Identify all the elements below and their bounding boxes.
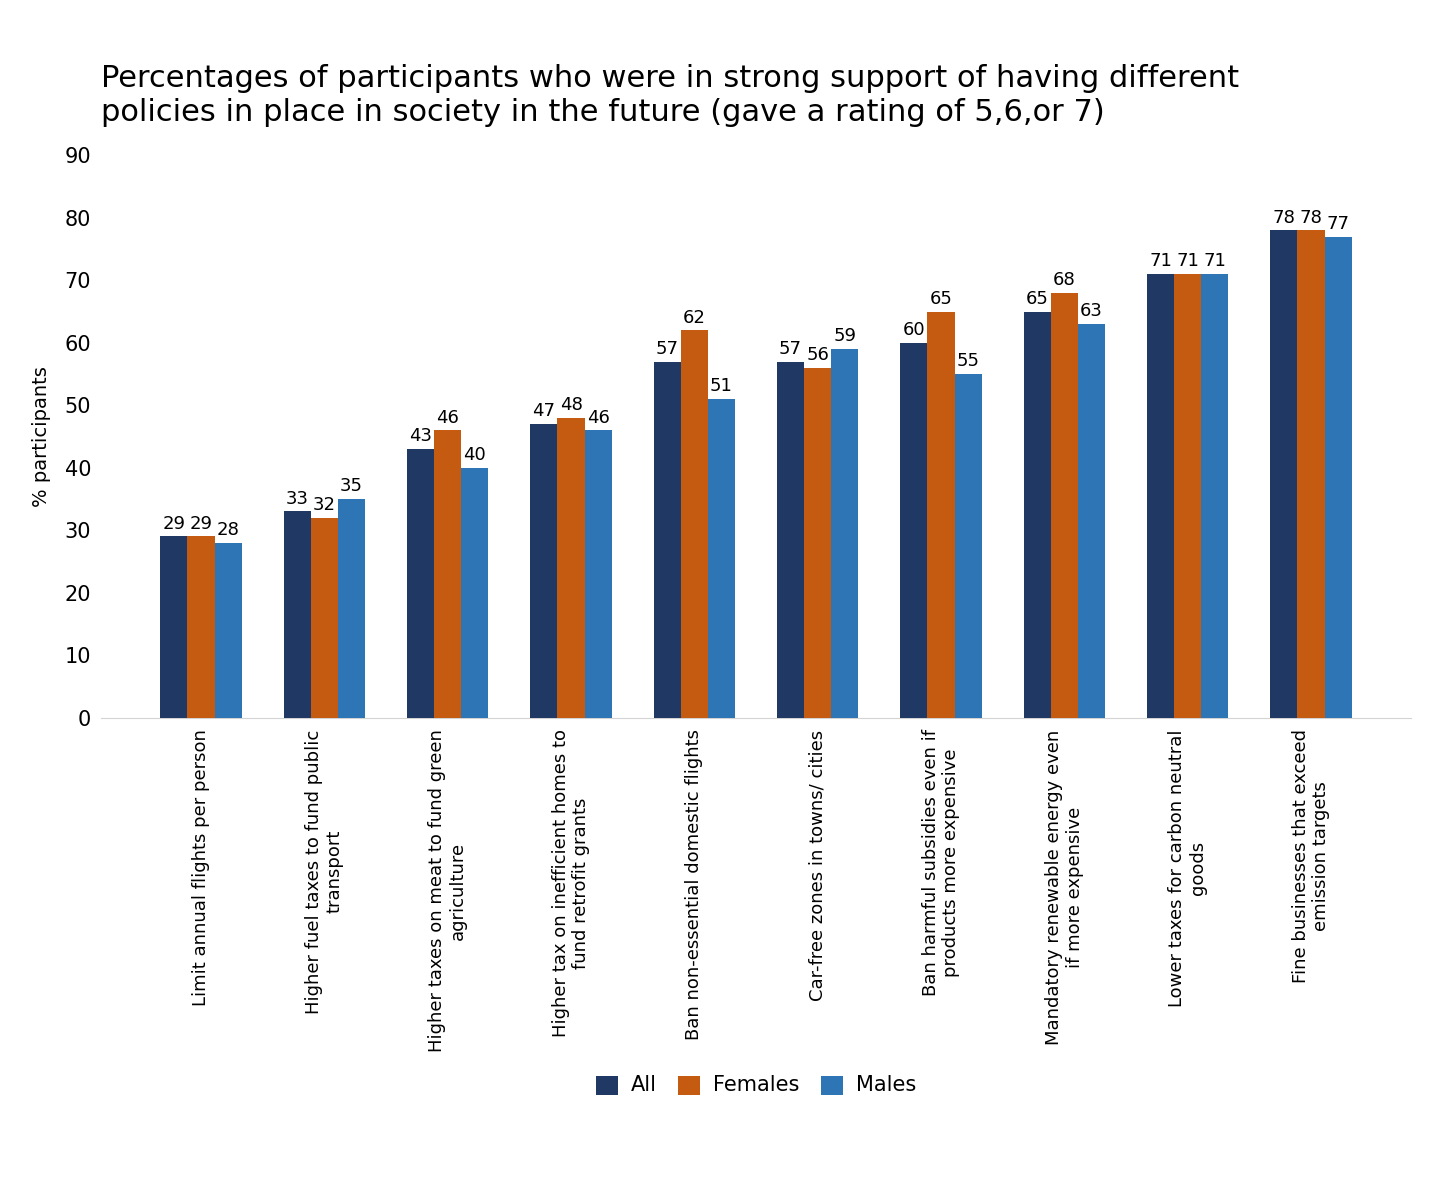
Bar — [557, 417, 585, 718]
Text: 71: 71 — [1149, 252, 1172, 270]
Legend: All, Females, Males: All, Females, Males — [588, 1066, 924, 1104]
Text: 35: 35 — [340, 477, 363, 495]
Text: 68: 68 — [1053, 271, 1076, 289]
Text: 78: 78 — [1299, 208, 1322, 227]
Bar — [778, 361, 804, 718]
Bar — [1051, 293, 1079, 718]
Text: 51: 51 — [710, 377, 733, 396]
Text: 47: 47 — [533, 402, 556, 420]
Bar — [1146, 274, 1174, 718]
Text: Percentages of participants who were in strong support of having different
polic: Percentages of participants who were in … — [101, 65, 1238, 127]
Text: 29: 29 — [190, 514, 213, 532]
Text: 59: 59 — [834, 328, 857, 346]
Text: 57: 57 — [779, 340, 802, 358]
Text: 57: 57 — [655, 340, 678, 358]
Bar — [831, 349, 858, 718]
Text: 46: 46 — [436, 409, 459, 427]
Text: 71: 71 — [1176, 252, 1200, 270]
Bar — [927, 312, 955, 718]
Bar — [530, 425, 557, 718]
Bar — [1270, 231, 1297, 718]
Bar — [1079, 324, 1104, 718]
Text: 46: 46 — [586, 409, 609, 427]
Text: 29: 29 — [163, 514, 186, 532]
Bar — [1024, 312, 1051, 718]
Text: 48: 48 — [560, 396, 582, 414]
Text: 43: 43 — [409, 427, 432, 445]
Text: 65: 65 — [930, 289, 952, 307]
Bar — [187, 537, 215, 718]
Bar — [955, 374, 982, 718]
Text: 71: 71 — [1204, 252, 1227, 270]
Bar — [338, 499, 366, 718]
Bar — [1174, 274, 1201, 718]
Text: 78: 78 — [1273, 208, 1295, 227]
Bar — [408, 448, 433, 718]
Bar — [160, 537, 187, 718]
Bar — [461, 468, 488, 718]
Y-axis label: % participants: % participants — [32, 366, 50, 507]
Text: 56: 56 — [806, 346, 829, 364]
Text: 33: 33 — [285, 489, 308, 508]
Text: 32: 32 — [312, 496, 336, 514]
Bar — [708, 399, 734, 718]
Bar — [654, 361, 681, 718]
Text: 63: 63 — [1080, 303, 1103, 321]
Bar — [1201, 274, 1228, 718]
Bar — [900, 343, 927, 718]
Text: 62: 62 — [683, 309, 706, 327]
Bar — [1297, 231, 1325, 718]
Text: 55: 55 — [956, 353, 979, 371]
Text: 65: 65 — [1025, 289, 1048, 307]
Bar — [1325, 237, 1352, 718]
Text: 77: 77 — [1326, 215, 1349, 233]
Bar — [215, 543, 242, 718]
Text: 28: 28 — [217, 521, 239, 539]
Bar — [585, 431, 612, 718]
Text: 40: 40 — [464, 446, 487, 464]
Bar — [284, 512, 311, 718]
Text: 60: 60 — [903, 321, 924, 340]
Bar — [433, 431, 461, 718]
Bar — [804, 368, 831, 718]
Bar — [681, 330, 708, 718]
Bar — [311, 518, 338, 718]
